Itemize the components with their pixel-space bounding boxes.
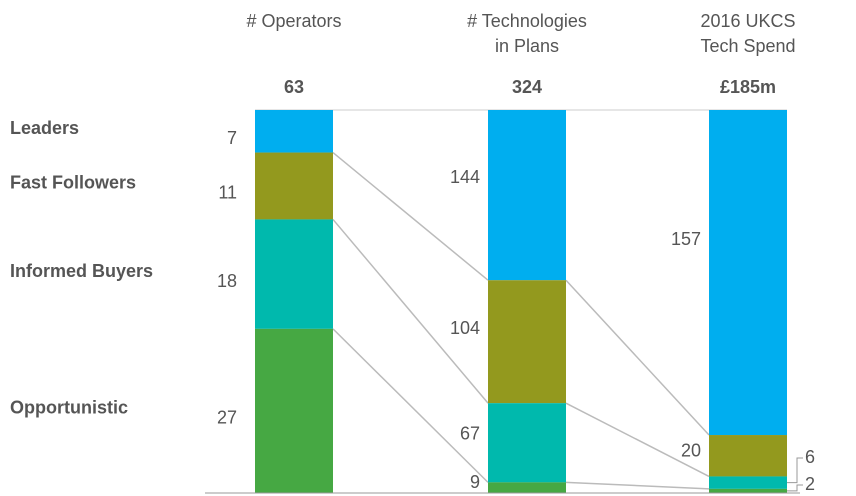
value-label: 7 [227,128,237,148]
bar-segment [488,280,566,404]
leader-line [787,484,803,492]
bar-segment [488,110,566,281]
value-label: 157 [671,229,701,249]
bar-segment [709,476,787,489]
connector [565,481,710,490]
connector [332,328,489,483]
connector [565,402,710,478]
value-label: 2 [805,474,815,494]
column-total: 63 [284,77,304,97]
column-total: 324 [512,77,542,97]
column-total: £185m [720,77,776,97]
value-label: 11 [218,183,237,203]
series-name: Informed Buyers [10,261,153,281]
value-label: 104 [450,318,480,338]
leader-line [787,457,803,484]
column-header: # Technologies [467,11,587,31]
bar-segment [488,482,566,493]
bar-segment [709,435,787,477]
column-header: # Operators [246,11,341,31]
connector [332,218,489,404]
column-header: Tech Spend [700,36,795,56]
value-label: 9 [470,472,480,492]
value-label: 6 [805,447,815,467]
series-name: Opportunistic [10,398,128,418]
bar-segment [255,110,333,153]
value-label: 27 [217,408,237,428]
value-label: 144 [450,167,480,187]
bar-segment [488,403,566,483]
bar-segment [709,488,787,493]
connector [565,279,710,436]
column-header: in Plans [495,36,559,56]
bar-segment [709,110,787,436]
bar-segment [255,328,333,493]
series-name: Fast Followers [10,173,136,193]
connector [332,151,489,281]
value-label: 18 [217,271,237,291]
series-name: Leaders [10,118,79,138]
bar-segment [255,219,333,329]
value-label: 20 [681,440,701,460]
column-header: 2016 UKCS [700,11,795,31]
value-label: 67 [460,424,480,444]
bar-segment [255,152,333,220]
